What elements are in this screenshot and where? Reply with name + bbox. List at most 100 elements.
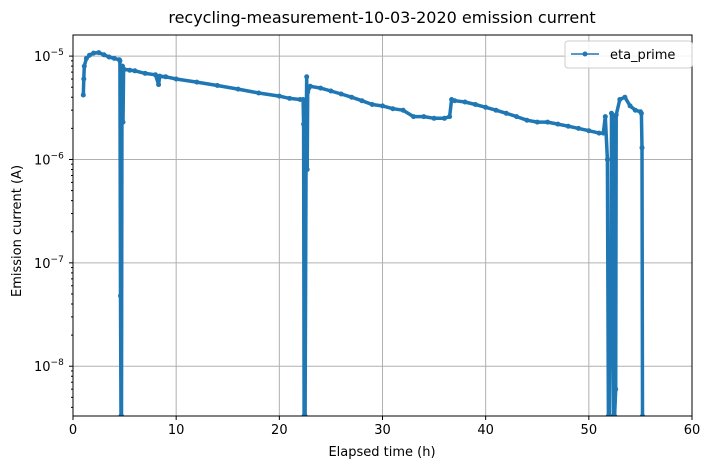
data-point — [483, 104, 489, 110]
data-point — [214, 83, 220, 88]
data-point — [612, 413, 618, 416]
legend-box — [564, 40, 693, 69]
data-point — [132, 68, 138, 74]
data-point — [121, 66, 127, 72]
data-point — [303, 121, 309, 127]
data-point — [157, 73, 163, 79]
data-point — [305, 89, 311, 95]
data-point — [106, 54, 112, 60]
data-point — [338, 91, 344, 97]
data-point — [117, 58, 123, 64]
data-point — [622, 94, 628, 100]
data-point — [153, 72, 158, 78]
data-point — [604, 157, 610, 162]
data-point — [607, 413, 612, 416]
data-point — [173, 76, 179, 82]
data-point — [576, 125, 581, 131]
data-point — [514, 114, 520, 120]
x-tick-label: 50 — [581, 423, 598, 438]
data-point — [380, 103, 385, 109]
data-point — [545, 119, 551, 125]
data-point — [390, 106, 396, 112]
data-point — [120, 119, 126, 125]
data-point — [91, 50, 97, 56]
data-point — [163, 74, 169, 80]
data-point — [81, 76, 87, 82]
data-point — [627, 103, 633, 109]
y-tick-mantissa: 10 — [34, 360, 51, 375]
y-tick-exponent: −7 — [51, 255, 64, 265]
data-point — [119, 413, 124, 416]
x-tick-label: 0 — [69, 423, 77, 438]
data-point — [632, 107, 638, 113]
data-point — [81, 63, 87, 69]
data-point — [118, 293, 123, 299]
data-point — [524, 117, 530, 123]
data-point — [349, 94, 355, 100]
data-point — [411, 114, 416, 120]
y-tick-exponent: −8 — [51, 358, 65, 368]
series-group — [80, 50, 645, 416]
data-point — [617, 97, 623, 102]
data-point — [639, 145, 645, 151]
data-point — [608, 314, 613, 320]
series-layer — [80, 50, 645, 416]
data-point — [304, 74, 310, 80]
y-tick-label: 10−7 — [34, 255, 64, 272]
data-point — [600, 130, 606, 136]
data-point — [156, 82, 162, 88]
y-tick-mantissa: 10 — [34, 153, 51, 168]
data-point — [194, 79, 200, 85]
y-tick-exponent: −6 — [51, 151, 65, 161]
data-point — [300, 97, 306, 102]
data-point — [276, 93, 282, 99]
data-point — [555, 121, 561, 127]
data-point — [534, 119, 540, 125]
data-point — [640, 413, 645, 416]
data-point — [369, 102, 375, 107]
data-point — [586, 128, 592, 134]
data-point — [101, 52, 107, 58]
data-point — [302, 413, 308, 416]
data-point — [608, 332, 614, 338]
data-point — [421, 114, 427, 120]
data-point — [127, 67, 133, 73]
data-point — [613, 386, 619, 392]
x-axis-title: Elapsed time (h) — [328, 445, 435, 460]
y-axis-title: Emission current (A) — [10, 165, 25, 297]
legend-label: eta_prime — [610, 48, 675, 63]
data-point — [318, 85, 324, 91]
y-tick-label: 10−8 — [34, 358, 64, 375]
data-point — [472, 102, 478, 107]
legend: eta_prime — [564, 40, 693, 69]
y-tick-exponent: −5 — [51, 48, 64, 58]
y-tick-label: 10−5 — [34, 48, 64, 65]
data-point — [447, 114, 453, 120]
data-point — [359, 98, 365, 104]
x-tick-label: 60 — [684, 423, 701, 438]
legend-marker — [582, 51, 588, 57]
data-point — [503, 110, 509, 116]
data-point — [400, 107, 406, 113]
data-point — [602, 114, 608, 120]
x-tick-label: 40 — [477, 423, 494, 438]
data-point — [493, 107, 499, 113]
data-point — [111, 55, 117, 61]
data-point — [80, 92, 86, 98]
data-point — [328, 88, 334, 94]
data-point — [256, 90, 262, 96]
data-point — [452, 98, 458, 104]
x-tick-label: 30 — [374, 423, 391, 438]
data-point — [96, 50, 102, 56]
data-point — [87, 52, 92, 58]
data-point — [304, 167, 310, 172]
data-point — [119, 80, 125, 86]
data-point — [610, 157, 616, 162]
data-point — [638, 110, 644, 116]
y-tick-mantissa: 10 — [34, 257, 51, 272]
data-point — [83, 55, 89, 61]
data-point — [596, 130, 602, 136]
y-axis-ticks: 10−810−710−610−5 — [34, 48, 73, 408]
